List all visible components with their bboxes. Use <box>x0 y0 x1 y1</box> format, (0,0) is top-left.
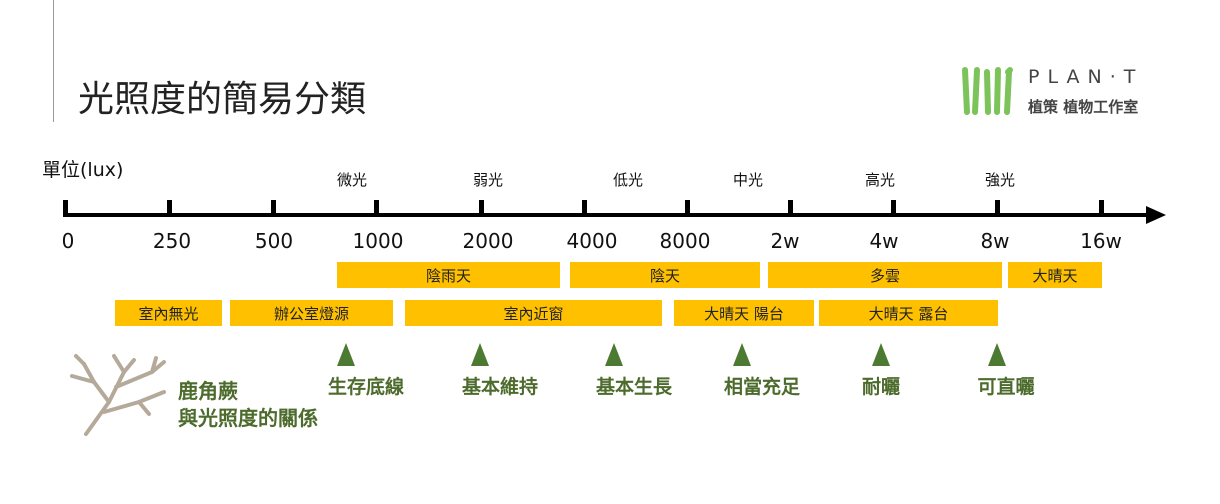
bar-overcast: 陰天 <box>570 262 760 288</box>
plant-title-line2: 與光照度的關係 <box>178 406 318 430</box>
plant-marker-label: 基本生長 <box>595 376 673 398</box>
bar-sunny-terrace: 大晴天 露台 <box>819 300 998 326</box>
axis-arrow-icon <box>1146 206 1166 224</box>
axis-tick <box>788 200 793 216</box>
bar-rainy: 陰雨天 <box>337 262 560 288</box>
plant-marker-label: 可直曬 <box>977 376 1035 398</box>
light-category-label: 強光 <box>984 171 1016 189</box>
plant-title-line1: 鹿角蕨 <box>178 379 238 403</box>
axis-tick <box>891 200 896 216</box>
lux-axis <box>63 213 1153 217</box>
axis-tick-label: 8w <box>980 229 1010 253</box>
plant-title: 鹿角蕨 與光照度的關係 <box>178 378 318 432</box>
axis-tick-label: 500 <box>254 229 294 253</box>
plant-marker-label: 耐曬 <box>861 376 901 398</box>
unit-label: 單位(lux) <box>42 159 124 181</box>
bar-office-light: 辦公室燈源 <box>230 300 393 326</box>
axis-tick-label: 8000 <box>659 229 711 253</box>
bar-cloudy: 多雲 <box>768 262 1002 288</box>
logo-brand: PLAN·T <box>1028 66 1144 88</box>
axis-tick <box>1099 200 1104 216</box>
bar-near-window: 室內近窗 <box>405 300 662 326</box>
plant-marker-label: 相當充足 <box>723 376 801 398</box>
axis-tick <box>685 200 690 216</box>
axis-tick <box>374 200 379 216</box>
axis-tick <box>271 200 276 216</box>
axis-tick <box>167 200 172 216</box>
axis-tick <box>995 200 1000 216</box>
axis-tick-label: 2000 <box>462 229 514 253</box>
staghorn-fern-illustration <box>64 352 170 440</box>
axis-tick <box>479 200 484 216</box>
logo-mark <box>960 66 1016 120</box>
axis-tick-label: 250 <box>152 229 192 253</box>
marker-triangle-icon <box>733 343 751 366</box>
axis-tick-label: 1000 <box>352 229 404 253</box>
bar-indoor-dark: 室內無光 <box>115 300 222 326</box>
marker-triangle-icon <box>605 343 623 366</box>
marker-triangle-icon <box>337 343 355 366</box>
marker-triangle-icon <box>471 343 489 366</box>
axis-tick <box>63 200 68 216</box>
divider-line <box>53 0 54 122</box>
plant-marker-label: 生存底線 <box>327 376 405 398</box>
light-category-label: 高光 <box>864 171 896 189</box>
axis-tick-label: 4w <box>869 229 899 253</box>
page-title: 光照度的簡易分類 <box>78 79 367 120</box>
axis-tick <box>582 200 587 216</box>
bar-sunny: 大晴天 <box>1008 262 1102 288</box>
axis-tick-label: 16w <box>1080 229 1122 253</box>
marker-triangle-icon <box>872 343 890 366</box>
marker-triangle-icon <box>988 343 1006 366</box>
plant-marker-label: 基本維持 <box>461 376 539 398</box>
axis-tick-label: 0 <box>61 229 75 253</box>
axis-tick-label: 4000 <box>566 229 618 253</box>
light-category-label: 低光 <box>612 171 644 189</box>
bar-sunny-balcony: 大晴天 陽台 <box>674 300 814 326</box>
light-category-label: 微光 <box>336 171 368 189</box>
light-category-label: 中光 <box>732 171 764 189</box>
light-category-label: 弱光 <box>472 171 504 189</box>
axis-tick-label: 2w <box>770 229 800 253</box>
logo-subtitle: 植策 植物工作室 <box>1028 98 1139 116</box>
